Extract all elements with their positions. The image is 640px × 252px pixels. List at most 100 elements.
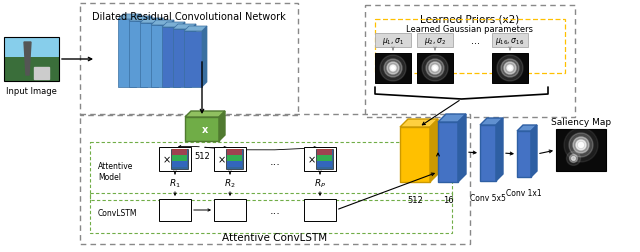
Polygon shape [136,15,141,88]
Bar [400,128,430,182]
Circle shape [432,66,438,72]
Bar [159,199,191,221]
Polygon shape [191,25,196,88]
Bar [417,34,453,48]
Circle shape [572,157,575,161]
Polygon shape [400,119,438,128]
Text: Conv 5x5: Conv 5x5 [470,193,506,202]
Bar [118,20,136,88]
Bar [227,149,242,155]
Circle shape [390,66,396,72]
Text: ...: ... [269,156,280,166]
Bar [140,24,158,88]
Circle shape [507,66,513,72]
Polygon shape [180,23,185,88]
Bar [304,147,336,171]
Circle shape [509,67,511,70]
Bar [556,130,606,171]
Bar [317,155,332,161]
Text: ConvLSTM: ConvLSTM [98,209,138,218]
Text: ×: × [218,154,226,164]
Text: 512: 512 [194,151,210,160]
Text: $R_1$: $R_1$ [169,177,181,190]
Polygon shape [34,68,49,80]
Bar [162,28,180,88]
Text: Dilated Residual Convolutional Network: Dilated Residual Convolutional Network [92,12,286,22]
Text: Input Image: Input Image [6,87,57,96]
Bar [417,54,453,84]
Polygon shape [185,112,225,117]
Text: 512: 512 [407,195,423,204]
Bar [375,54,411,84]
Bar [80,115,470,244]
Polygon shape [430,119,438,182]
Text: Saliency Map: Saliency Map [551,117,611,127]
Bar [172,155,187,161]
Bar [316,149,333,169]
Bar [480,125,496,181]
Circle shape [564,129,598,162]
Text: $H_1$: $H_1$ [169,204,181,216]
Bar [129,22,147,88]
Circle shape [433,67,436,70]
Bar [227,161,242,167]
Bar [4,38,59,57]
Bar [226,149,243,169]
Text: ×: × [308,154,316,164]
Polygon shape [496,118,503,181]
Text: 16: 16 [443,195,453,204]
Bar [184,32,202,88]
Bar [438,122,458,182]
Circle shape [573,137,589,153]
Polygon shape [158,19,163,88]
Bar [4,57,59,82]
Text: Learned Gaussian parameters: Learned Gaussian parameters [406,25,534,34]
Text: x: x [202,124,208,135]
Bar [172,149,187,155]
Circle shape [569,133,593,157]
Polygon shape [173,25,196,30]
Polygon shape [517,125,537,132]
Text: ...: ... [269,205,280,215]
Circle shape [570,155,577,163]
Text: $R_2$: $R_2$ [224,177,236,190]
Circle shape [387,63,399,75]
Bar [365,6,575,117]
Circle shape [384,60,402,78]
Text: $H_P$: $H_P$ [314,204,326,216]
Bar [375,20,565,74]
Polygon shape [129,17,152,22]
Text: ×: × [163,154,171,164]
Bar [492,54,528,84]
Bar [375,34,411,48]
Text: Attentive
Model: Attentive Model [98,162,133,181]
Circle shape [504,63,516,75]
Bar [173,30,191,88]
Circle shape [579,143,584,148]
Polygon shape [151,21,174,26]
Circle shape [422,56,448,82]
Bar [304,199,336,221]
Bar [227,155,242,161]
Text: Conv 1x1: Conv 1x1 [506,188,542,197]
Polygon shape [184,27,207,32]
Bar [4,38,59,82]
Polygon shape [24,43,31,76]
Bar [90,142,452,200]
Bar [317,149,332,155]
Polygon shape [140,19,163,24]
Polygon shape [438,115,466,122]
Text: ...: ... [470,64,479,74]
Bar [151,26,169,88]
Bar [171,149,188,169]
Polygon shape [118,15,141,20]
Circle shape [576,140,586,150]
Text: Attentive ConvLSTM: Attentive ConvLSTM [223,232,328,242]
Text: $H_2$: $H_2$ [224,204,236,216]
Text: ...: ... [470,36,479,46]
Polygon shape [162,23,185,28]
Text: $\mu_{16}, \sigma_{16}$: $\mu_{16}, \sigma_{16}$ [495,35,525,46]
Polygon shape [202,27,207,88]
Circle shape [429,63,441,75]
Bar [185,117,219,141]
